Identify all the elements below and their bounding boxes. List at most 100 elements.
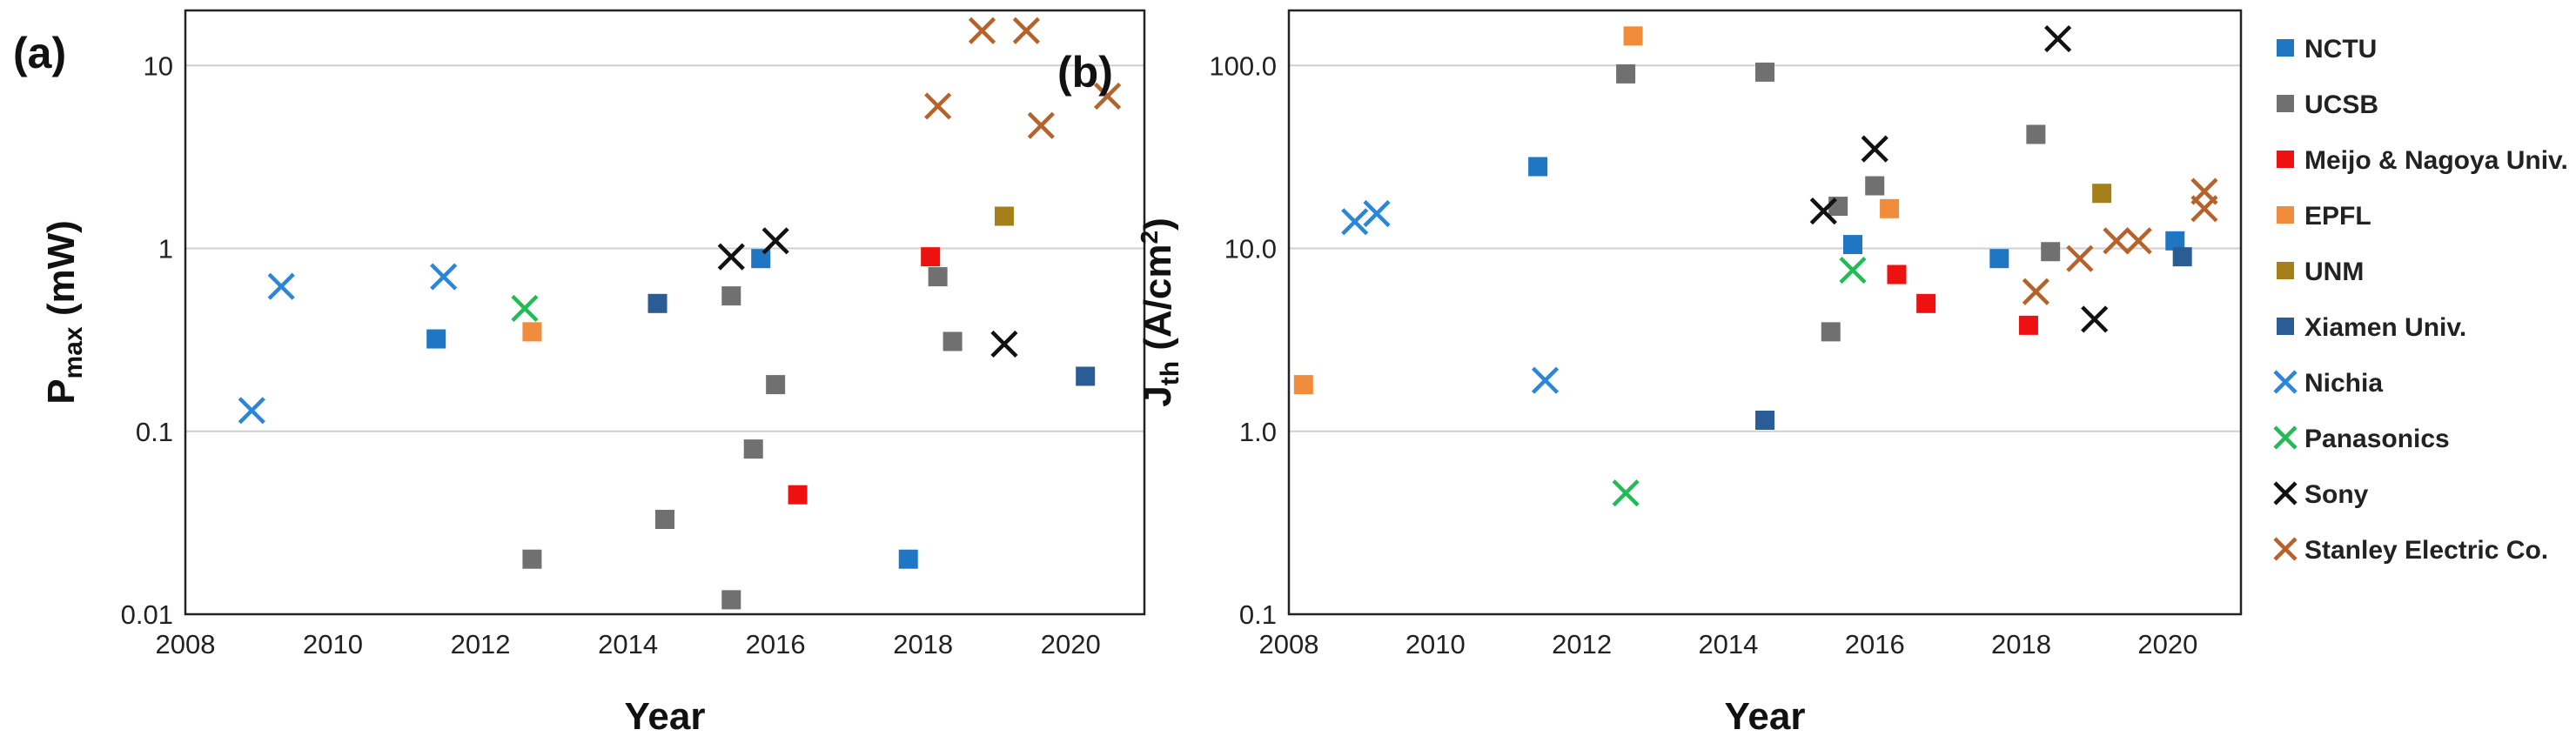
data-point	[721, 590, 741, 610]
plot-frame	[184, 9, 1146, 616]
data-point	[2041, 242, 2061, 262]
series-nichia	[1341, 199, 1560, 394]
y-tick-label: 1.0	[1239, 417, 1277, 447]
series-meijo-nagoya-univ	[1887, 264, 2038, 335]
x-tick-label: 2012	[451, 629, 511, 659]
y-tick-label: 10.0	[1224, 234, 1277, 264]
legend-item-ucsb: UCSB	[2277, 90, 2378, 119]
series-panasonics	[511, 294, 539, 323]
series-nctu	[426, 249, 918, 569]
series-ucsb	[522, 267, 963, 610]
data-point	[2103, 227, 2130, 255]
legend-label: Meijo & Nagoya Univ.	[2304, 146, 2568, 175]
data-point	[522, 549, 542, 569]
data-point	[1887, 264, 1907, 284]
data-point	[1293, 375, 1313, 395]
data-point	[788, 485, 808, 505]
data-point	[2092, 184, 2112, 204]
legend-label: Nichia	[2304, 369, 2383, 398]
data-point	[430, 263, 458, 291]
x-tick-label: 2018	[893, 629, 953, 659]
legend-label: Stanley Electric Co.	[2304, 536, 2548, 565]
legend-label: Sony	[2304, 480, 2369, 509]
data-point	[2026, 124, 2046, 144]
legend-item-nichia: Nichia	[2273, 369, 2383, 398]
data-point	[1027, 111, 1055, 139]
series-panasonics	[1612, 256, 1867, 507]
series-xiamen-univ	[1755, 247, 2192, 431]
data-point	[1341, 208, 1369, 236]
data-point	[717, 243, 745, 271]
series-unm	[2092, 184, 2112, 204]
x-tick-label: 2020	[2137, 629, 2197, 659]
data-point	[1755, 411, 1774, 431]
data-point	[1861, 135, 1888, 163]
x-tick-label: 2020	[1041, 629, 1101, 659]
legend-marker	[2273, 370, 2298, 394]
data-point	[1989, 249, 2009, 269]
data-point	[968, 17, 996, 44]
series-stanley-electric-co	[924, 17, 1122, 139]
legend-item-sony: Sony	[2273, 480, 2369, 509]
data-point	[721, 286, 741, 306]
data-point	[761, 227, 789, 255]
x-tick-label: 2012	[1552, 629, 1612, 659]
data-point	[1828, 197, 1848, 217]
data-point	[1094, 82, 1122, 110]
data-point	[994, 206, 1014, 226]
x-tick-label: 2014	[1698, 629, 1758, 659]
legend-marker	[2277, 206, 2294, 224]
y-axis-title: Jth (A/cm2)	[1136, 218, 1184, 407]
x-tick-label: 2014	[598, 629, 658, 659]
data-point	[511, 294, 539, 323]
y-tick-label: 1	[158, 234, 173, 264]
legend-label: NCTU	[2304, 35, 2377, 64]
data-point	[2124, 227, 2152, 255]
legend-label: UNM	[2304, 258, 2364, 286]
legend-label: UCSB	[2304, 90, 2378, 119]
legend: NCTU UCSB Meijo & Nagoya Univ. EPFL UNM Xiame…	[2273, 35, 2568, 565]
legend-marker	[2273, 537, 2298, 561]
data-point	[426, 329, 446, 349]
data-point	[924, 92, 952, 120]
series-unm	[994, 206, 1014, 226]
legend-item-meijo-nagoya-univ: Meijo & Nagoya Univ.	[2277, 146, 2568, 175]
legend-item-panasonics: Panasonics	[2273, 425, 2450, 453]
legend-marker	[2273, 481, 2298, 505]
series-ucsb	[1616, 62, 2061, 342]
data-point	[1839, 256, 1867, 284]
data-point	[1623, 26, 1643, 46]
data-point	[898, 549, 918, 569]
series-epfl	[1293, 26, 1900, 395]
legend-item-epfl: EPFL	[2277, 202, 2371, 231]
x-tick-label: 2008	[156, 629, 216, 659]
x-tick-label: 2008	[1259, 629, 1319, 659]
data-point	[1821, 322, 1841, 342]
plot-frame	[1287, 9, 2243, 616]
y-tick-label: 0.01	[121, 599, 173, 630]
legend-item-xiamen-univ: Xiamen Univ.	[2277, 313, 2466, 342]
x-tick-label: 2018	[1991, 629, 2051, 659]
data-point	[743, 439, 763, 459]
series-epfl	[522, 322, 542, 342]
x-tick-label: 2016	[1845, 629, 1905, 659]
y-tick-label: 100.0	[1209, 50, 1277, 81]
legend-label: EPFL	[2304, 202, 2371, 231]
data-point	[2081, 305, 2109, 333]
series-meijo-nagoya-univ	[788, 247, 941, 505]
panel-b: 0.1 1.0 10.0 100.0 2008 2010 2012 2014 2016 2018 2…	[1057, 9, 2243, 738]
x-axis-title: Year	[1725, 695, 1806, 738]
x-tick-label: 2010	[1405, 629, 1466, 659]
y-tick-label: 0.1	[1239, 599, 1277, 630]
legend-marker	[2277, 39, 2294, 57]
x-tick-label: 2016	[746, 629, 806, 659]
series-sony	[717, 227, 1018, 358]
data-point	[766, 375, 786, 395]
panel-a: 0.01 0.1 1 10 2008 2010 2012 2014 2016 2018 2020 Ye…	[13, 9, 1146, 738]
x-tick-label: 2010	[303, 629, 363, 659]
data-point	[522, 322, 542, 342]
legend-item-unm: UNM	[2277, 258, 2364, 286]
data-point	[921, 247, 941, 267]
data-point	[2066, 244, 2094, 272]
